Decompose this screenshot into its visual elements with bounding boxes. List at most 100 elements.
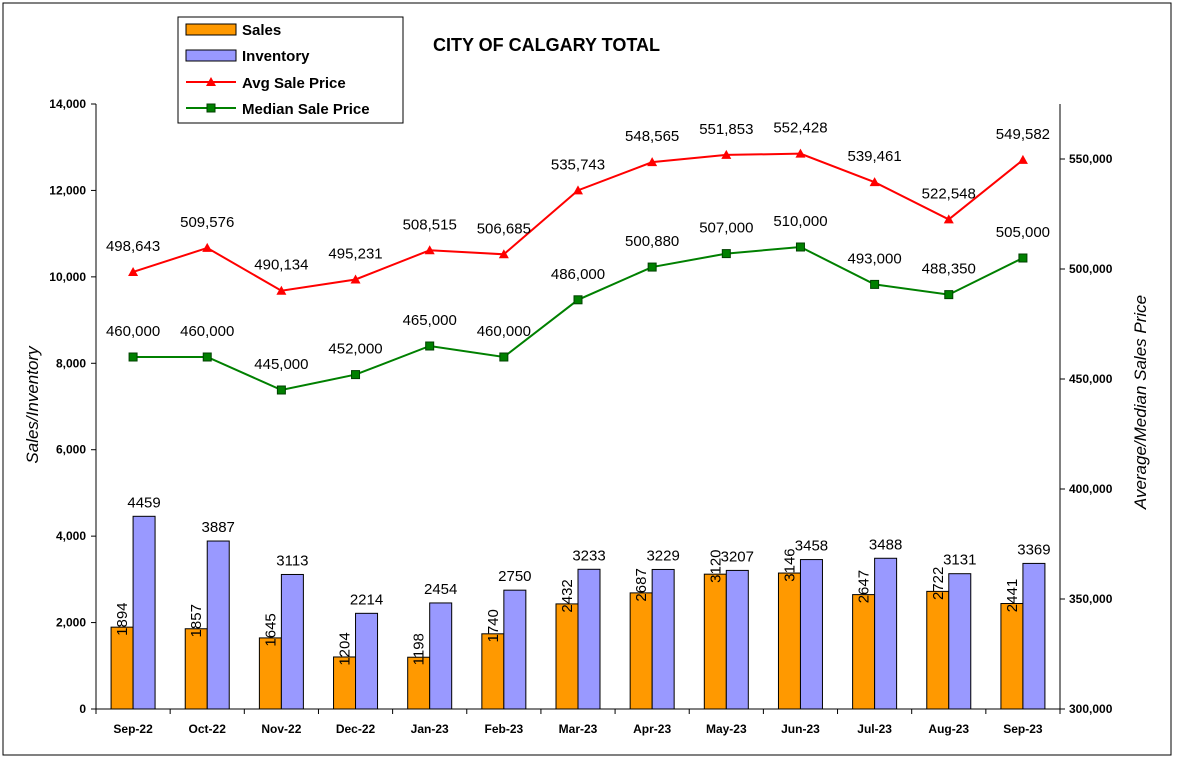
median-price-point: [128, 352, 138, 362]
inventory-data-label: 2214: [350, 591, 383, 608]
avg-price-label: 495,231: [328, 245, 382, 262]
median-price-label: 460,000: [477, 323, 531, 340]
sales-data-label: 1204: [337, 632, 354, 665]
median-price-label: 460,000: [180, 323, 234, 340]
sales-data-label: 1645: [262, 613, 279, 646]
avg-price-label: 506,685: [477, 220, 531, 237]
legend-sales-swatch: [185, 23, 237, 36]
x-tick-label: Sep-23: [1003, 722, 1043, 736]
sales-data-label: 2687: [633, 568, 650, 601]
inventory-bar: [503, 589, 527, 710]
avg-price-label: 490,134: [254, 257, 308, 274]
median-price-point: [944, 290, 954, 300]
inventory-bar: [577, 568, 601, 710]
median-price-point: [573, 295, 583, 305]
sales-bar: [777, 572, 801, 710]
sales-bar: [1000, 603, 1024, 710]
sales-bar: [703, 573, 727, 710]
x-tick-label: May-23: [706, 722, 747, 736]
inventory-bar: [280, 573, 304, 710]
x-tick-label: Feb-23: [485, 722, 524, 736]
inventory-bar: [948, 573, 972, 710]
inventory-bar: [355, 612, 379, 710]
sales-bar: [110, 626, 134, 710]
avg-price-label: 539,461: [847, 148, 901, 165]
legend-inventory-swatch: [185, 49, 237, 62]
left-axis-label: Sales/Inventory: [23, 345, 42, 464]
inventory-data-label: 3229: [646, 547, 679, 564]
x-tick-label: Sep-22: [113, 722, 153, 736]
inventory-data-label: 3131: [943, 552, 976, 569]
median-price-point: [499, 352, 509, 362]
avg-price-point: [795, 148, 806, 158]
median-price-label: 493,000: [847, 250, 901, 267]
inventory-bar: [132, 515, 156, 710]
inventory-data-label: 3887: [202, 519, 235, 536]
avg-price-point: [1017, 154, 1028, 164]
legend-avg-marker: [206, 77, 216, 86]
median-price-label: 445,000: [254, 356, 308, 373]
inventory-bar: [1022, 562, 1046, 710]
median-price-point: [202, 352, 212, 362]
avg-price-label: 508,515: [403, 216, 457, 233]
avg-price-point: [647, 157, 658, 167]
sales-data-label: 1857: [188, 604, 205, 637]
legend: Sales Inventory Avg Sale Price Median Sa…: [177, 16, 404, 124]
sales-data-label: 1740: [485, 609, 502, 642]
avg-price-label: 522,548: [922, 185, 976, 202]
sales-bar: [184, 628, 208, 710]
sales-bar: [481, 633, 505, 710]
inventory-data-label: 2750: [498, 568, 531, 585]
median-price-point: [870, 279, 880, 289]
left-tick-label: 8,000: [56, 356, 86, 370]
right-axis-title: Average/Median Sales Price: [1131, 295, 1150, 510]
inventory-data-label: 2454: [424, 581, 457, 598]
inventory-data-label: 4459: [127, 494, 160, 511]
left-tick-label: 12,000: [49, 183, 86, 197]
right-tick-label: 550,000: [1069, 152, 1113, 166]
median-price-label: 452,000: [328, 341, 382, 358]
x-tick-label: Oct-22: [189, 722, 227, 736]
right-axis-label: Average/Median Sales Price: [1131, 295, 1150, 510]
sales-data-label: 3120: [707, 549, 724, 582]
avg-price-point: [498, 249, 509, 259]
plot-area: 0 2,000 4,000 6,000 8,000 10,000 12,000 14,000 3…: [49, 97, 1112, 736]
inventory-bar: [429, 602, 453, 710]
left-tick-label: 14,000: [49, 97, 86, 111]
median-price-point: [351, 370, 361, 380]
right-tick-label: 350,000: [1069, 592, 1113, 606]
sales-bar: [555, 603, 579, 710]
inventory-data-label: 3369: [1017, 541, 1050, 558]
inventory-data-label: 3233: [572, 547, 605, 564]
sales-data-label: 3146: [781, 548, 798, 581]
inventory-bar: [874, 557, 898, 710]
avg-price-point: [869, 177, 880, 187]
right-tick-label: 300,000: [1069, 702, 1113, 716]
inventory-data-label: 3207: [721, 548, 754, 565]
x-tick-label: Aug-23: [928, 722, 969, 736]
x-tick-label: Dec-22: [336, 722, 376, 736]
median-price-label: 505,000: [996, 224, 1050, 241]
x-tick-label: Mar-23: [559, 722, 598, 736]
median-price-label: 500,880: [625, 233, 679, 250]
sales-data-label: 2647: [856, 570, 873, 603]
sales-bar: [258, 637, 282, 710]
avg-price-point: [276, 285, 287, 295]
left-tick-label: 4,000: [56, 529, 86, 543]
x-tick-label: Apr-23: [633, 722, 671, 736]
sales-data-label: 2722: [930, 567, 947, 600]
avg-price-label: 549,582: [996, 126, 1050, 143]
x-tick-label: Nov-22: [261, 722, 301, 736]
legend-sales-label: Sales: [242, 22, 281, 39]
sales-bar: [852, 594, 876, 710]
median-price-point: [795, 242, 805, 252]
x-tick-label: Jul-23: [857, 722, 892, 736]
chart-title: CITY OF CALGARY TOTAL: [433, 35, 660, 55]
avg-price-label: 498,643: [106, 238, 160, 255]
right-tick-label: 450,000: [1069, 372, 1113, 386]
avg-price-label: 535,743: [551, 156, 605, 173]
inventory-bar: [725, 569, 749, 710]
median-price-label: 460,000: [106, 323, 160, 340]
sales-bar: [629, 592, 653, 710]
